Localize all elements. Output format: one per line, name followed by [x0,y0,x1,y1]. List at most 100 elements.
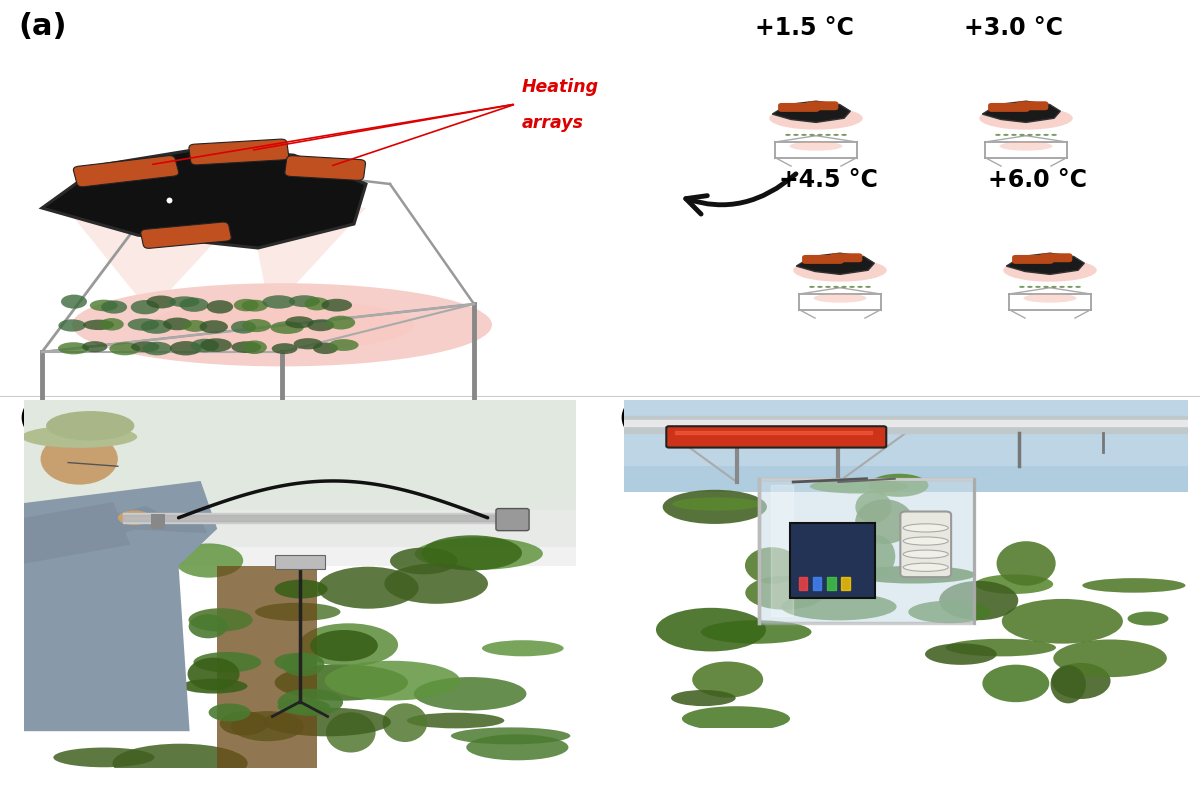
FancyBboxPatch shape [1012,255,1054,264]
Ellipse shape [220,711,268,735]
Ellipse shape [275,653,317,671]
Ellipse shape [996,542,1056,586]
Polygon shape [124,518,206,533]
Ellipse shape [1050,666,1086,703]
Polygon shape [773,101,851,122]
Ellipse shape [242,341,266,354]
Ellipse shape [421,535,522,570]
Ellipse shape [692,662,763,698]
Ellipse shape [745,576,826,610]
Polygon shape [812,577,821,590]
Polygon shape [246,192,366,312]
FancyBboxPatch shape [900,511,952,577]
Ellipse shape [383,703,427,742]
Polygon shape [797,253,875,274]
Ellipse shape [1002,599,1123,644]
Ellipse shape [904,563,948,571]
Ellipse shape [1051,663,1110,699]
Ellipse shape [181,678,247,694]
Ellipse shape [322,298,352,311]
Ellipse shape [1060,286,1064,288]
Ellipse shape [1043,286,1049,288]
Ellipse shape [856,499,913,544]
Ellipse shape [904,524,948,532]
Polygon shape [79,506,168,540]
Polygon shape [674,431,872,434]
Ellipse shape [904,550,948,558]
Ellipse shape [467,734,569,760]
Bar [151,514,164,529]
Ellipse shape [793,134,799,136]
Ellipse shape [270,322,304,334]
Ellipse shape [390,547,457,574]
Text: (c): (c) [618,404,664,433]
Ellipse shape [656,608,766,651]
Ellipse shape [1067,286,1073,288]
Ellipse shape [414,677,527,710]
Ellipse shape [1036,134,1040,136]
Ellipse shape [745,547,799,584]
Ellipse shape [904,537,948,545]
Ellipse shape [482,640,564,656]
Ellipse shape [169,296,199,307]
FancyBboxPatch shape [666,426,887,447]
Ellipse shape [671,690,736,706]
Polygon shape [827,577,835,590]
Ellipse shape [1019,134,1025,136]
Ellipse shape [826,286,830,288]
Text: (a): (a) [18,12,66,41]
Ellipse shape [802,134,806,136]
Ellipse shape [72,283,492,366]
Ellipse shape [1027,134,1033,136]
Ellipse shape [200,338,232,352]
Ellipse shape [856,491,892,523]
Ellipse shape [127,318,160,330]
Ellipse shape [82,341,108,352]
Bar [275,554,325,570]
Ellipse shape [313,342,338,354]
Ellipse shape [150,299,414,350]
Polygon shape [124,515,515,521]
FancyBboxPatch shape [830,254,863,262]
Polygon shape [42,147,366,248]
Bar [24,400,576,547]
Ellipse shape [282,652,324,676]
Ellipse shape [53,747,155,767]
Ellipse shape [995,134,1001,136]
Ellipse shape [170,341,202,355]
Ellipse shape [1128,611,1169,626]
Polygon shape [770,486,793,617]
Ellipse shape [793,258,887,282]
Ellipse shape [263,295,295,309]
Ellipse shape [662,490,767,524]
Ellipse shape [833,286,839,288]
Ellipse shape [908,601,991,623]
Ellipse shape [193,652,262,673]
Ellipse shape [810,479,908,494]
Ellipse shape [101,301,127,314]
FancyBboxPatch shape [988,103,1030,112]
Ellipse shape [1003,258,1097,282]
Ellipse shape [785,134,791,136]
Ellipse shape [53,559,155,583]
Text: +3.0 °C: +3.0 °C [965,16,1063,40]
Ellipse shape [232,342,262,353]
FancyBboxPatch shape [188,139,289,165]
Ellipse shape [1024,294,1076,302]
FancyBboxPatch shape [140,222,232,248]
Ellipse shape [275,665,408,701]
Ellipse shape [41,433,118,485]
Ellipse shape [1082,578,1186,593]
Ellipse shape [140,320,172,334]
Polygon shape [799,577,808,590]
Ellipse shape [146,295,176,309]
Ellipse shape [206,300,233,314]
Ellipse shape [143,342,172,355]
Ellipse shape [1019,286,1025,288]
Polygon shape [66,208,246,312]
Ellipse shape [256,602,341,621]
Ellipse shape [307,319,334,331]
Ellipse shape [857,286,863,288]
Ellipse shape [271,343,298,354]
Ellipse shape [415,538,542,570]
